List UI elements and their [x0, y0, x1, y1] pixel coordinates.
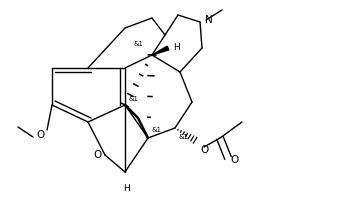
Polygon shape — [152, 46, 169, 55]
Text: O: O — [200, 145, 208, 155]
Text: H: H — [124, 184, 130, 193]
Text: &1: &1 — [129, 96, 139, 102]
Text: &1: &1 — [134, 41, 144, 47]
Text: &1: &1 — [179, 134, 189, 140]
Text: H: H — [173, 43, 180, 52]
Text: O: O — [93, 150, 101, 160]
Text: O: O — [36, 130, 44, 140]
Text: O: O — [230, 155, 238, 165]
Text: N: N — [205, 15, 213, 25]
Text: &1: &1 — [152, 127, 162, 133]
